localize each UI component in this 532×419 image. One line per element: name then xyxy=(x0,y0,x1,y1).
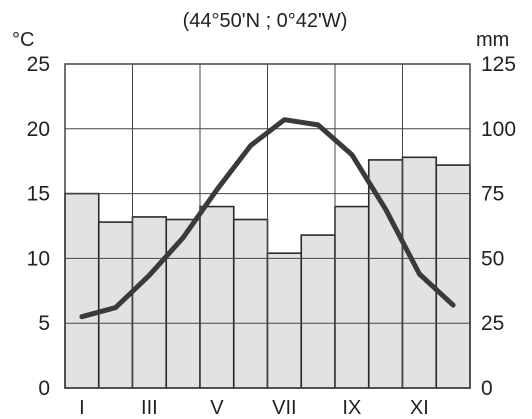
month-label: I xyxy=(79,397,85,419)
chart-title: (44°50'N ; 0°42'W) xyxy=(183,10,348,32)
month-label: XI xyxy=(410,397,429,419)
left-tick-label: 10 xyxy=(27,247,50,270)
month-label: VII xyxy=(272,397,296,419)
left-tick-label: 25 xyxy=(27,53,50,76)
precipitation-bar xyxy=(435,164,471,389)
precipitation-bar xyxy=(367,159,404,389)
left-axis-ticks: 0 5 10 15 20 25 xyxy=(27,53,50,400)
temperature-line xyxy=(79,117,456,320)
left-tick-label: 20 xyxy=(27,118,50,141)
month-label: III xyxy=(141,397,158,419)
right-axis-unit: mm xyxy=(476,29,509,51)
month-label: IX xyxy=(342,397,361,419)
chart-grid xyxy=(64,63,471,389)
temperature-series xyxy=(79,117,456,320)
precipitation-bar xyxy=(300,234,336,389)
right-tick-label: 50 xyxy=(481,247,504,270)
left-tick-label: 0 xyxy=(38,377,50,400)
precipitation-bar xyxy=(199,205,235,389)
right-tick-label: 100 xyxy=(481,118,516,141)
right-tick-label: 25 xyxy=(481,312,504,335)
precipitation-bar xyxy=(64,192,100,389)
precipitation-bar xyxy=(165,218,201,389)
left-tick-label: 15 xyxy=(27,183,50,206)
right-axis-ticks: 0 25 50 75 100 125 xyxy=(481,53,516,400)
left-tick-label: 5 xyxy=(38,312,50,335)
right-tick-label: 125 xyxy=(481,53,516,76)
right-tick-label: 75 xyxy=(481,183,504,206)
precipitation-bar xyxy=(131,216,168,389)
precipitation-bar xyxy=(232,218,269,389)
month-label: V xyxy=(210,397,224,419)
month-labels: I III V VII IX XI xyxy=(79,397,429,419)
precipitation-bar xyxy=(334,205,370,389)
left-axis-unit: °C xyxy=(12,29,34,51)
right-tick-label: 0 xyxy=(481,377,493,400)
precipitation-bar xyxy=(266,252,303,389)
